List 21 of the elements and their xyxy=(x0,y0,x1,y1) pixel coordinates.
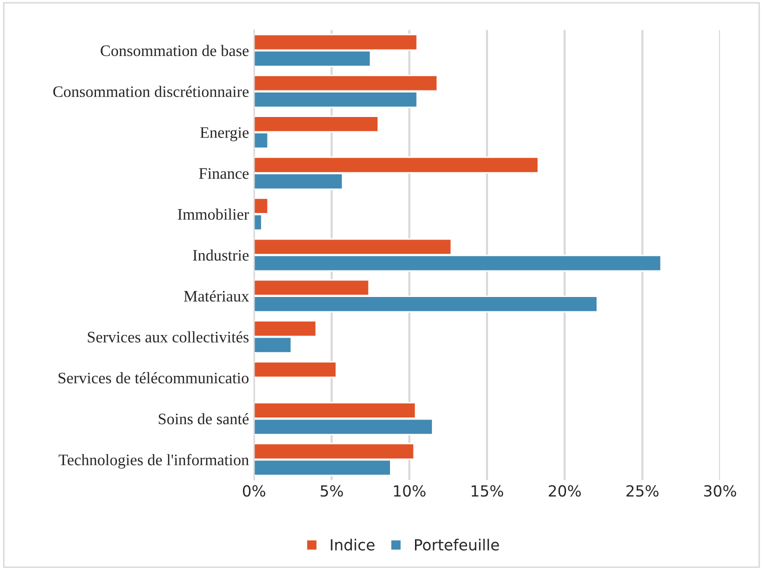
legend-label: Indice xyxy=(330,538,374,551)
y-tick-label: Services de télécommunicatio xyxy=(58,372,249,384)
y-tick-label: Soins de santé xyxy=(158,413,249,424)
y-tick-label: Immobilier xyxy=(178,208,249,220)
x-tick-label: 15% xyxy=(472,485,504,497)
x-tick-label: 25% xyxy=(626,485,658,497)
y-tick-label: Matériaux xyxy=(184,290,249,302)
y-tick-label: Technologies de l'information xyxy=(58,454,249,469)
y-tick-label: Finance xyxy=(199,168,249,179)
legend-label: Portefeuille xyxy=(415,538,499,551)
y-tick-label: Consommation de base xyxy=(100,44,249,56)
y-tick-label: Services aux collectivités xyxy=(88,331,249,343)
x-tick-label: 10% xyxy=(394,485,426,497)
x-tick-label: 20% xyxy=(548,485,581,497)
y-tick-label: Energie xyxy=(200,127,249,142)
x-tick-label: 5% xyxy=(320,485,343,497)
x-tick-label: 30% xyxy=(704,485,736,497)
y-tick-label: Industrie xyxy=(192,249,249,261)
x-tick-label: 0% xyxy=(242,485,266,497)
bar xyxy=(254,361,338,378)
y-tick-label: Consommation discrétionnaire xyxy=(53,86,249,98)
